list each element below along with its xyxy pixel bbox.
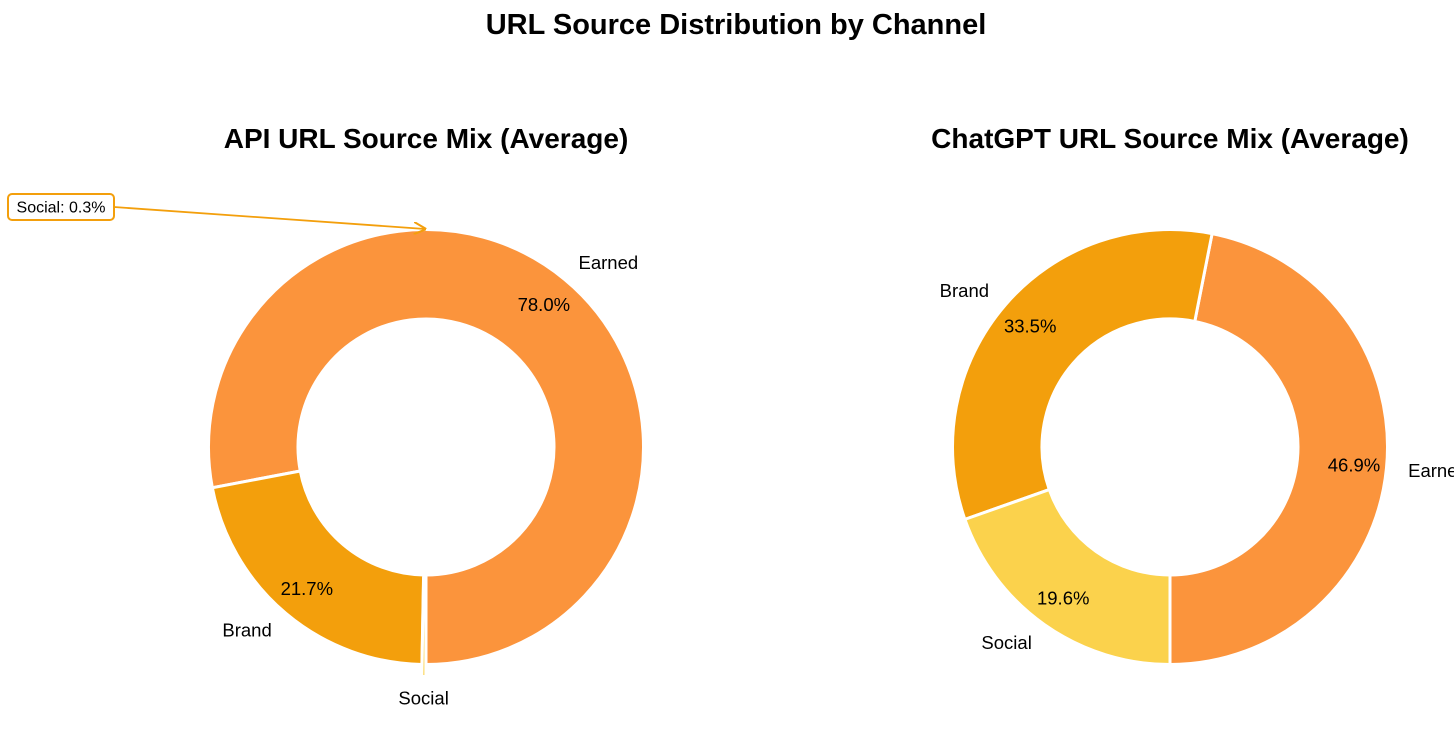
chatgpt-slice-brand xyxy=(951,228,1214,522)
chatgpt-pct-social: 19.6% xyxy=(1037,587,1089,608)
chatgpt-label-social: Social xyxy=(981,632,1031,653)
api-slice-brand xyxy=(210,469,426,666)
chatgpt-pct-earned: 46.9% xyxy=(1328,454,1380,475)
chatgpt-slice-social xyxy=(962,487,1172,667)
api-chart-title: API URL Source Mix (Average) xyxy=(224,123,629,154)
chatgpt-label-brand: Brand xyxy=(940,280,989,301)
chatgpt-chart-title: ChatGPT URL Source Mix (Average) xyxy=(931,123,1409,154)
api-label-social: Social xyxy=(398,688,448,709)
api-slice-earned xyxy=(207,228,645,667)
chatgpt-donut-chart: ChatGPT URL Source Mix (Average) Earned 46… xyxy=(931,123,1454,667)
chatgpt-label-earned: Earned xyxy=(1408,460,1454,481)
chatgpt-pct-brand: 33.5% xyxy=(1004,316,1056,337)
api-label-earned: Earned xyxy=(579,252,639,273)
api-slice-social xyxy=(420,585,428,678)
api-pct-brand: 21.7% xyxy=(281,578,333,599)
callout-arrow xyxy=(113,206,425,229)
api-label-brand: Brand xyxy=(222,619,271,640)
figure-suptitle: URL Source Distribution by Channel xyxy=(486,9,987,41)
api-pct-earned: 78.0% xyxy=(518,294,570,315)
api-donut-chart: API URL Source Mix (Average) Earned 78.0% B… xyxy=(7,123,645,709)
api-social-callout: Social: 0.3% xyxy=(7,193,425,229)
callout-text: Social: 0.3% xyxy=(17,200,106,217)
chatgpt-slice-earned xyxy=(1168,231,1389,667)
